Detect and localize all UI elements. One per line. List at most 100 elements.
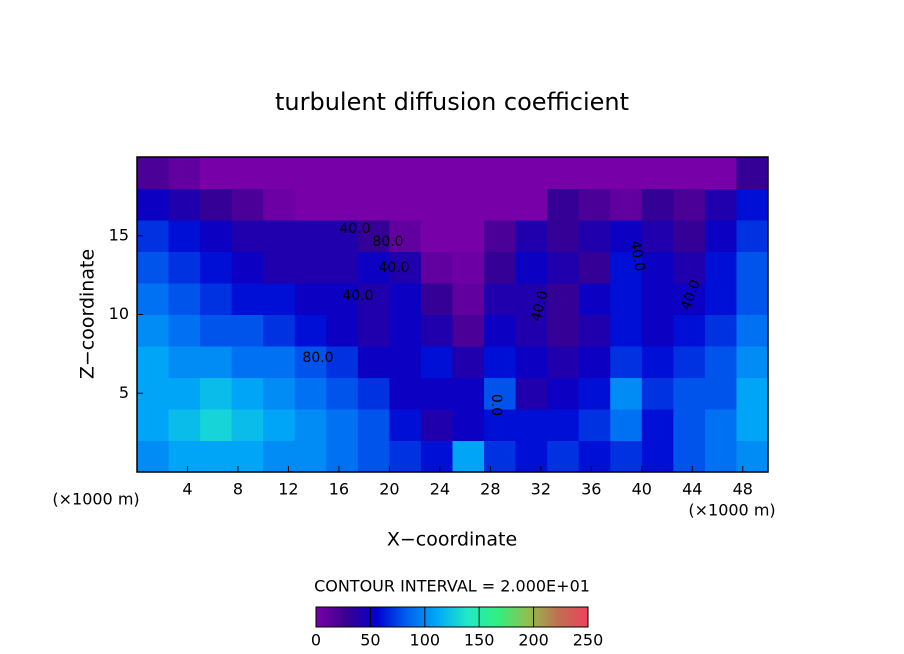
x-unit: (×1000 m) <box>688 501 775 520</box>
heat-cell <box>231 346 264 378</box>
heat-cell <box>168 220 201 252</box>
heat-cell <box>484 377 517 410</box>
heat-cell <box>389 314 422 347</box>
heat-cell <box>515 346 548 378</box>
heat-cell <box>231 251 264 284</box>
heat-cell <box>168 440 201 473</box>
heat-cell <box>137 283 170 315</box>
heat-cell <box>200 440 233 473</box>
heat-cell <box>736 157 769 189</box>
heat-cell <box>294 188 327 221</box>
heat-cell <box>547 409 580 441</box>
heat-cell <box>610 188 643 221</box>
heat-cell <box>263 409 296 441</box>
heat-cell <box>389 440 422 473</box>
heat-cell <box>326 314 359 347</box>
heat-cell <box>452 188 485 221</box>
x-tick-label: 44 <box>682 480 702 499</box>
x-tick-label: 20 <box>379 480 399 499</box>
x-tick-label: 28 <box>480 480 500 499</box>
heat-cell <box>137 346 170 378</box>
heat-cell <box>231 188 264 221</box>
heat-cell <box>389 251 422 284</box>
heat-cell <box>389 220 422 252</box>
x-tick-label: 24 <box>430 480 450 499</box>
contour-label: 80.0 <box>302 350 333 366</box>
heat-cell <box>389 283 422 315</box>
heat-cell <box>263 220 296 252</box>
heat-cell <box>515 283 548 315</box>
x-tick-label: 4 <box>182 480 192 499</box>
heat-cell <box>484 220 517 252</box>
heat-cell <box>673 283 706 315</box>
x-tick-label: 48 <box>733 480 753 499</box>
heat-cell <box>389 157 422 189</box>
heat-cell <box>704 409 737 441</box>
heat-cell <box>673 157 706 189</box>
heat-cell <box>168 283 201 315</box>
heat-cell <box>641 377 674 410</box>
contour-label: 80.0 <box>372 234 403 250</box>
heat-cell <box>578 283 611 315</box>
heat-cell <box>357 409 390 441</box>
heat-cell <box>610 409 643 441</box>
heat-cell <box>231 157 264 189</box>
heat-cell <box>641 251 674 284</box>
y-tick-label: 5 <box>119 383 129 402</box>
heat-cell <box>547 251 580 284</box>
heat-cell <box>168 346 201 378</box>
colorbar-tick-label: 150 <box>464 631 495 650</box>
heat-cell <box>263 157 296 189</box>
contour-label: 40.0 <box>342 288 373 304</box>
heat-cell <box>263 377 296 410</box>
heat-cell <box>547 220 580 252</box>
contour-label: 40.0 <box>626 239 647 272</box>
colorbar-tick-label: 100 <box>410 631 441 650</box>
heat-cell <box>452 377 485 410</box>
heat-cell <box>704 314 737 347</box>
heat-cell <box>641 314 674 347</box>
x-tick-label: 12 <box>278 480 298 499</box>
heat-cell <box>326 251 359 284</box>
heat-cell <box>452 314 485 347</box>
heat-cell <box>294 157 327 189</box>
heat-cell <box>578 314 611 347</box>
heat-cell <box>326 377 359 410</box>
heat-cell <box>452 157 485 189</box>
heat-cell <box>294 314 327 347</box>
heat-cell <box>294 220 327 252</box>
heat-cell <box>263 283 296 315</box>
heat-cell <box>484 188 517 221</box>
heat-cell <box>736 220 769 252</box>
heat-cell <box>389 188 422 221</box>
heat-cell <box>547 188 580 221</box>
heat-cell <box>200 377 233 410</box>
heat-cell <box>515 220 548 252</box>
contour-label: 40.0 <box>378 260 409 276</box>
heat-cell <box>578 188 611 221</box>
heat-cell <box>200 283 233 315</box>
heat-cell <box>547 346 580 378</box>
heat-cell <box>610 314 643 347</box>
heat-cell <box>420 220 453 252</box>
x-tick-label: 32 <box>531 480 551 499</box>
heat-cell <box>673 409 706 441</box>
heat-cell <box>610 377 643 410</box>
y-tick-label: 15 <box>109 225 129 244</box>
heat-cell <box>704 377 737 410</box>
heat-cell <box>420 440 453 473</box>
colorbar-tick-label: 200 <box>518 631 549 650</box>
heat-cell <box>168 251 201 284</box>
heat-cell <box>641 157 674 189</box>
heat-cell <box>610 157 643 189</box>
heat-cell <box>294 440 327 473</box>
heat-cell <box>736 409 769 441</box>
heat-cell <box>673 220 706 252</box>
heat-cell <box>515 314 548 347</box>
heat-cell <box>231 409 264 441</box>
heat-cell <box>515 440 548 473</box>
heat-cell <box>547 440 580 473</box>
heat-cell <box>200 346 233 378</box>
heat-cell <box>641 283 674 315</box>
heat-cell <box>515 251 548 284</box>
